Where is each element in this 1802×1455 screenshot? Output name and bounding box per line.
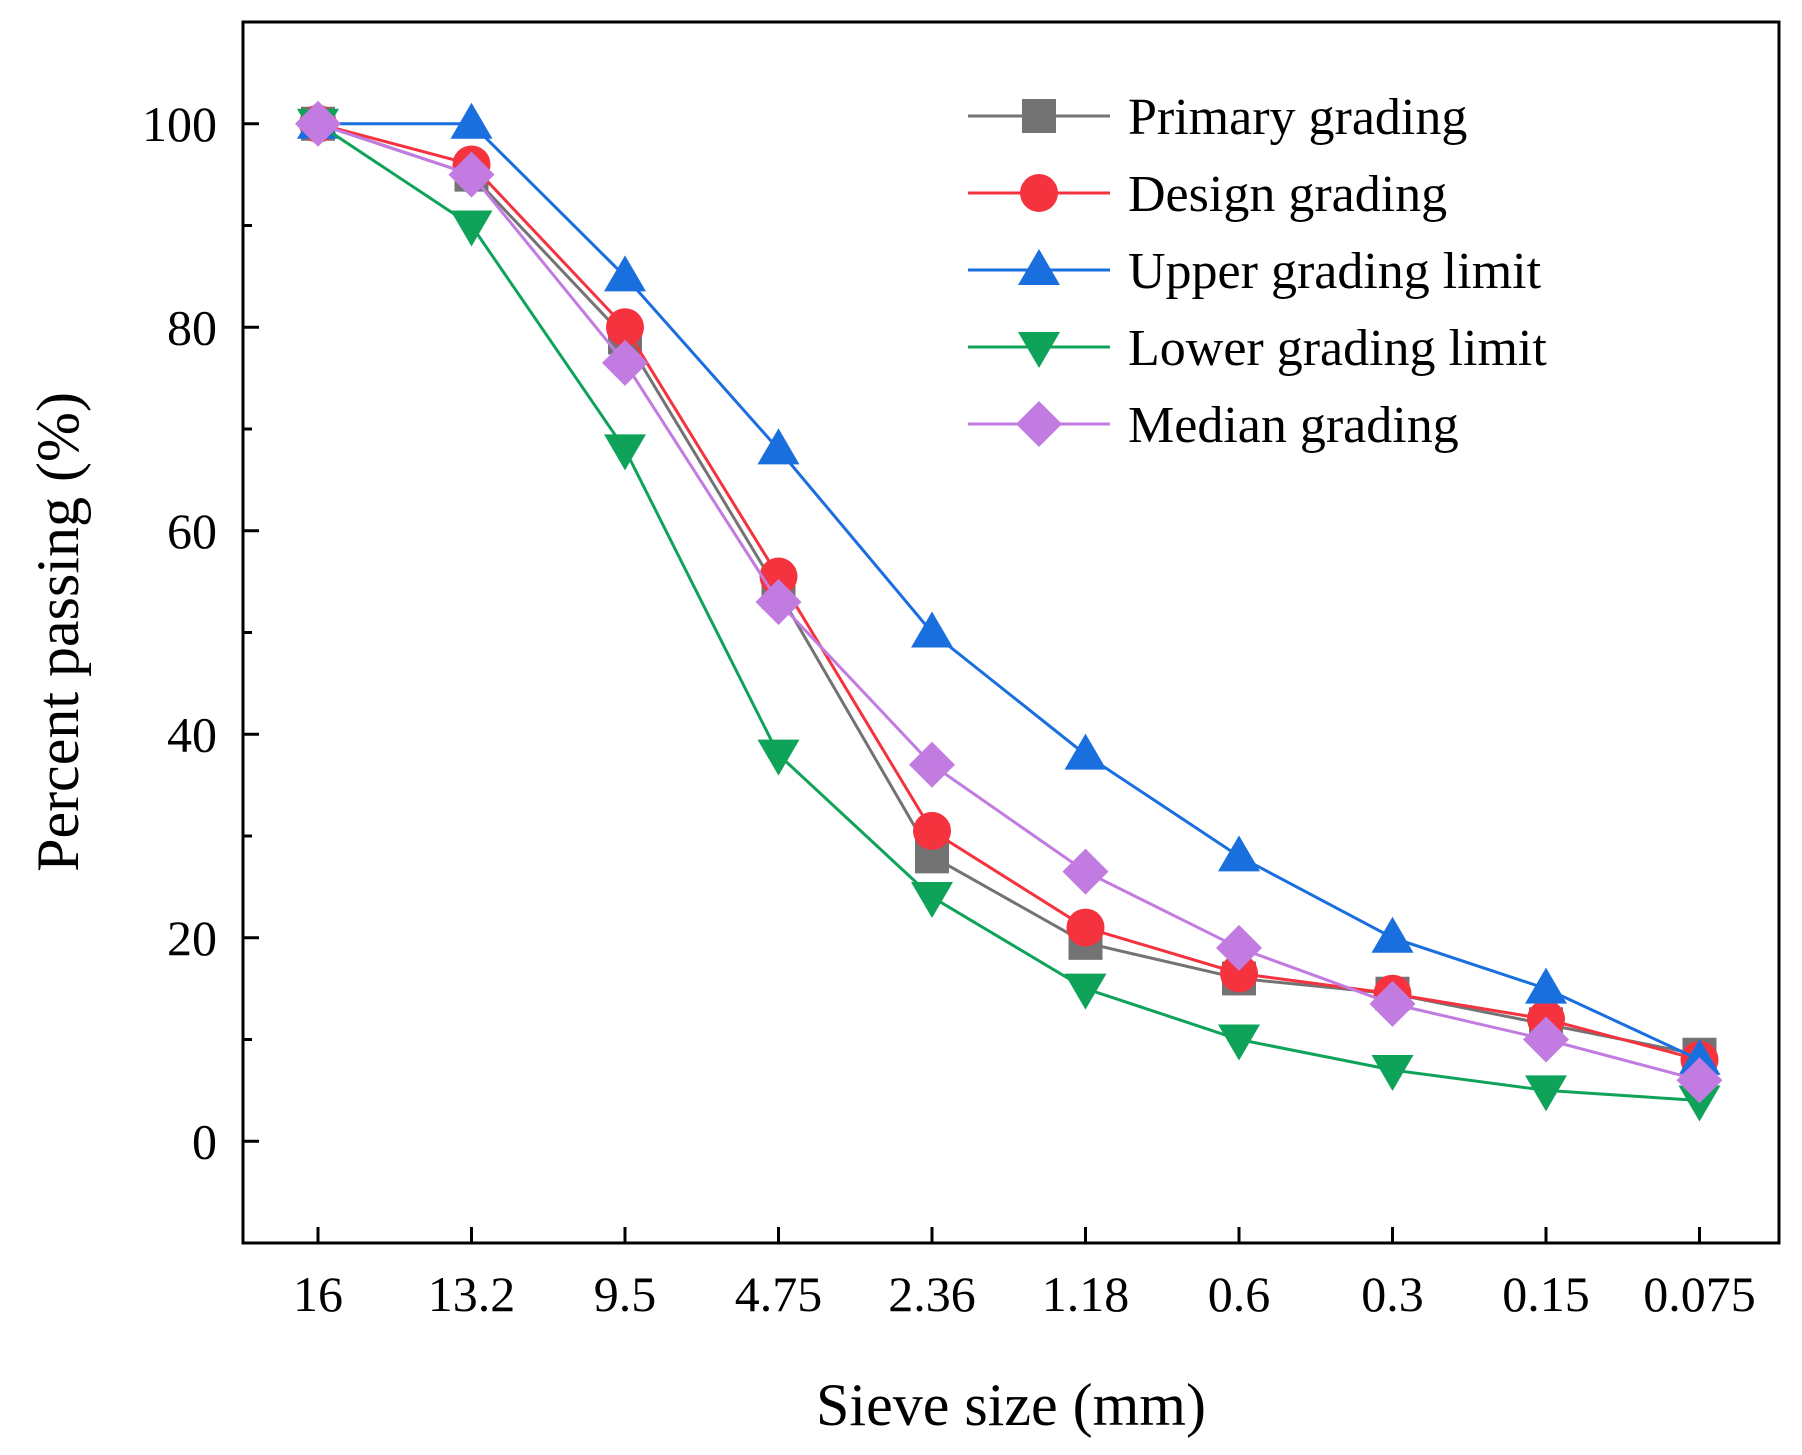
data-point-lower-grading-limit	[1064, 973, 1107, 1010]
data-point-design-grading	[1066, 908, 1105, 947]
x-tick-label: 16	[293, 1266, 343, 1322]
legend-marker	[1020, 174, 1058, 212]
data-point-upper-grading-limit	[1371, 916, 1414, 953]
y-tick-label: 100	[142, 96, 217, 152]
data-point-upper-grading-limit	[1678, 1038, 1721, 1075]
legend-marker	[1016, 401, 1062, 447]
legend-label: Upper grading limit	[1128, 243, 1542, 300]
y-tick-label: 20	[167, 910, 217, 966]
legend-item-primary-grading: Primary grading	[968, 89, 1467, 146]
data-point-upper-grading-limit	[911, 611, 953, 648]
data-point-lower-grading-limit	[911, 882, 953, 919]
data-point-lower-grading-limit	[450, 210, 493, 247]
series-line-design-grading	[317, 122, 1700, 1062]
legend-item-lower-grading-limit: Lower grading limit	[968, 320, 1547, 377]
data-point-lower-grading-limit	[1678, 1085, 1721, 1122]
legend-label: Lower grading limit	[1128, 320, 1547, 377]
legend-item-median-grading: Median grading	[968, 397, 1459, 454]
legend-marker	[1018, 249, 1060, 285]
series-line-upper-grading-limit	[318, 122, 1701, 1062]
data-point-median-grading	[1216, 924, 1262, 971]
x-tick-label: 2.36	[888, 1266, 976, 1322]
data-point-median-grading	[448, 151, 495, 198]
legend-marker	[1018, 332, 1060, 368]
series-upper-grading-limit	[297, 102, 1721, 1075]
data-point-median-grading	[1369, 980, 1416, 1027]
data-point-upper-grading-limit	[1218, 835, 1260, 872]
series-line-lower-grading-limit	[317, 122, 1700, 1103]
y-tick-label: 0	[192, 1113, 217, 1169]
x-tick-label: 0.3	[1361, 1266, 1424, 1322]
y-axis-title: Percent passing (%)	[25, 392, 91, 872]
x-tick-label: 0.075	[1643, 1266, 1756, 1322]
data-point-median-grading	[1676, 1057, 1723, 1104]
data-point-median-grading	[602, 339, 648, 386]
data-point-upper-grading-limit	[1525, 967, 1567, 1004]
data-point-median-grading	[755, 578, 802, 625]
y-tick-label: 60	[167, 503, 217, 559]
axis-ticks: 0 20 40 60 80 100 16 13.2 9.5 4.75 2.36 1.18 0.6 0.3 0…	[142, 96, 1756, 1322]
series-line-primary-grading	[317, 122, 1700, 1057]
legend: Primary grading Design grading Upper gradi…	[968, 89, 1547, 454]
legend-label: Primary grading	[1128, 89, 1467, 146]
series-line-median-grading	[317, 122, 1700, 1082]
x-axis-title: Sieve size (mm)	[816, 1372, 1206, 1438]
data-point-upper-grading-limit	[757, 428, 800, 465]
legend-label: Median grading	[1128, 397, 1459, 454]
legend-label: Design grading	[1128, 166, 1447, 223]
x-tick-label: 0.6	[1208, 1266, 1271, 1322]
data-point-lower-grading-limit	[757, 739, 800, 776]
data-point-lower-grading-limit	[1525, 1075, 1567, 1112]
x-tick-label: 9.5	[594, 1266, 657, 1322]
y-tick-label: 80	[167, 299, 217, 355]
data-point-lower-grading-limit	[1371, 1055, 1414, 1092]
series-median-grading	[295, 100, 1723, 1104]
data-point-lower-grading-limit	[1218, 1024, 1260, 1061]
data-point-design-grading	[1220, 954, 1258, 993]
x-tick-label: 0.15	[1502, 1266, 1590, 1322]
data-point-design-grading	[913, 811, 951, 850]
legend-marker	[1022, 99, 1056, 133]
data-point-upper-grading-limit	[1064, 733, 1107, 770]
data-point-design-grading	[606, 308, 644, 347]
data-point-upper-grading-limit	[604, 255, 646, 292]
data-point-median-grading	[1523, 1016, 1569, 1063]
data-point-upper-grading-limit	[450, 102, 493, 139]
legend-item-upper-grading-limit: Upper grading limit	[968, 243, 1542, 300]
data-point-lower-grading-limit	[604, 434, 646, 471]
x-tick-label: 13.2	[428, 1266, 516, 1322]
data-point-median-grading	[295, 100, 341, 147]
data-point-median-grading	[1062, 848, 1109, 895]
x-tick-label: 4.75	[735, 1266, 823, 1322]
data-point-median-grading	[909, 741, 955, 788]
legend-item-design-grading: Design grading	[968, 166, 1447, 223]
series-layer	[295, 100, 1723, 1122]
x-tick-label: 1.18	[1042, 1266, 1130, 1322]
y-tick-label: 40	[167, 706, 217, 762]
